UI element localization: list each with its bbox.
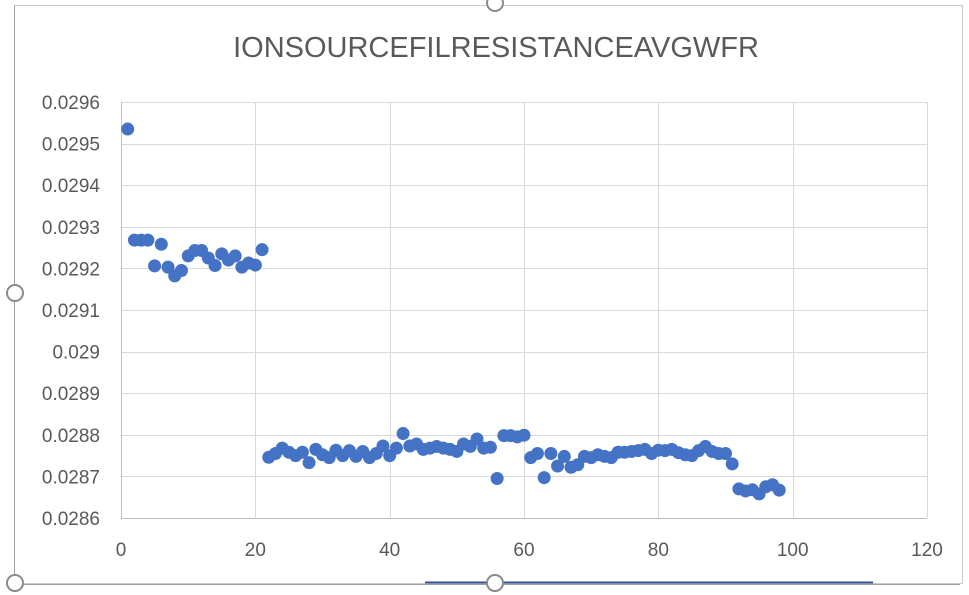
data-point	[154, 237, 168, 251]
y-tick-label: 0.0295	[42, 135, 100, 156]
y-tick-label: 0.029	[52, 343, 100, 364]
x-tick-label: 20	[245, 540, 266, 561]
data-point	[490, 471, 504, 485]
y-tick-label: 0.0292	[42, 259, 100, 280]
data-point	[389, 441, 403, 455]
x-tick-label: 100	[777, 540, 809, 561]
x-axis-tick-labels: 0 20 40 60 80 100 120	[116, 540, 943, 561]
resize-handle-top[interactable]	[486, 0, 504, 12]
y-tick-label: 0.0291	[42, 301, 100, 322]
x-tick-label: 80	[648, 540, 669, 561]
data-point	[148, 259, 162, 273]
x-tick-label: 0	[116, 540, 127, 561]
chart-border	[14, 5, 963, 584]
data-point	[248, 258, 262, 272]
y-tick-label: 0.0287	[42, 467, 100, 488]
data-point	[174, 263, 188, 277]
data-point	[228, 249, 242, 263]
data-point	[470, 432, 484, 446]
y-tick-label: 0.0294	[42, 176, 101, 197]
y-tick-label: 0.0293	[42, 218, 100, 239]
data-point	[544, 447, 558, 461]
data-point	[141, 233, 155, 247]
data-point	[719, 447, 732, 461]
data-point	[551, 459, 565, 473]
data-point	[517, 428, 531, 442]
x-tick-label: 40	[379, 540, 400, 561]
axes	[121, 102, 927, 519]
data-point	[557, 449, 571, 463]
data-point	[255, 243, 269, 257]
data-point	[295, 445, 309, 459]
y-tick-label: 0.0296	[42, 93, 100, 114]
data-point	[483, 440, 497, 454]
data-point	[121, 122, 135, 136]
data-point	[376, 439, 390, 453]
resize-handle-bottom-left[interactable]	[6, 574, 24, 592]
data-point	[208, 258, 222, 272]
data-point	[302, 456, 316, 470]
gridlines	[121, 102, 928, 518]
y-axis-tick-labels: 0.0286 0.0287 0.0288 0.0289 0.029 0.0291 0.029…	[42, 93, 101, 530]
chart-title: IONSOURCEFILRESISTANCEAVGWFR	[233, 32, 759, 64]
data-point	[772, 483, 786, 497]
y-tick-label: 0.0286	[42, 509, 100, 530]
resize-handle-bottom[interactable]	[486, 574, 504, 592]
y-tick-label: 0.0289	[42, 384, 100, 405]
y-tick-label: 0.0288	[42, 426, 100, 447]
data-point	[725, 457, 739, 471]
resize-handle-left[interactable]	[6, 284, 24, 302]
data-point	[537, 471, 551, 485]
data-point	[530, 447, 544, 461]
x-tick-label: 120	[911, 540, 943, 561]
scatter-series	[121, 122, 786, 501]
x-tick-label: 60	[513, 540, 534, 561]
data-point	[396, 427, 410, 441]
